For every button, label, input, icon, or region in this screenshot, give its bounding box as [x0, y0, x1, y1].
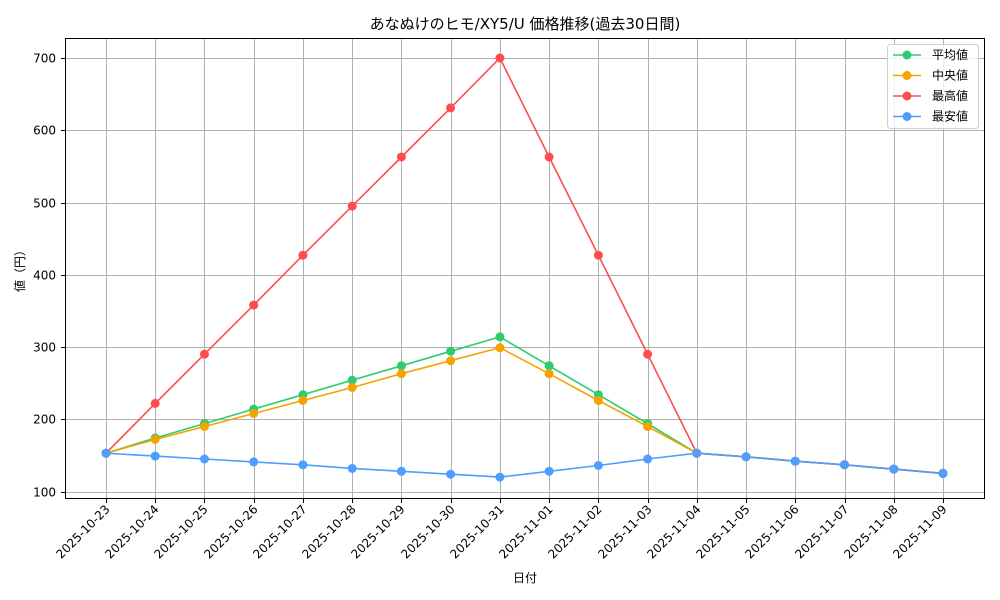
data-point: [396, 361, 406, 371]
data-point: [840, 460, 849, 470]
data-point: [495, 332, 505, 342]
legend-label: 平均値: [932, 47, 968, 62]
legend-label: 中央値: [932, 68, 968, 83]
data-point: [101, 448, 111, 458]
grid-lines: [66, 39, 984, 498]
data-point: [200, 454, 209, 464]
data-point: [790, 456, 800, 466]
series-0: [101, 332, 948, 478]
y-tick-label: 600: [33, 124, 56, 138]
data-point: [446, 103, 456, 113]
data-point: [446, 356, 456, 366]
series-line: [105, 56, 944, 475]
data-point: [544, 369, 554, 379]
x-axis-label: 日付: [513, 571, 537, 585]
legend-item: 最高値: [893, 88, 968, 103]
data-point: [347, 375, 357, 385]
data-point: [593, 461, 603, 470]
data-point: [643, 349, 653, 359]
series-line: [105, 452, 944, 478]
data-point: [593, 396, 603, 405]
legend-label: 最安値: [932, 109, 968, 124]
data-point: [544, 466, 554, 476]
data-point: [200, 349, 209, 359]
data-point: [347, 383, 357, 392]
data-point: [396, 369, 406, 379]
data-point: [495, 472, 505, 482]
data-point: [150, 435, 160, 444]
legend-marker-icon: [902, 71, 912, 80]
y-tick-label: 700: [33, 52, 56, 66]
y-tick-label: 200: [33, 413, 56, 427]
data-point: [495, 53, 505, 63]
data-point: [200, 422, 209, 431]
data-point: [396, 466, 406, 476]
legend-marker-icon: [902, 112, 912, 121]
y-axis-ticks: 100 200 300 400 500 600 700: [33, 52, 66, 500]
legend-marker-icon: [902, 50, 912, 60]
chart-title: あなぬけのヒモ/XY5/U 価格推移(過去30日間): [370, 15, 681, 33]
y-tick-label: 300: [33, 341, 56, 355]
data-point: [249, 300, 259, 310]
data-point: [298, 250, 308, 260]
data-point: [446, 346, 456, 356]
data-point: [298, 460, 308, 470]
data-series: [101, 53, 948, 482]
series-line: [105, 346, 944, 475]
legend-item: 中央値: [893, 68, 968, 83]
plot-frame: [65, 38, 985, 499]
data-point: [741, 452, 751, 462]
legend-item: 最安値: [893, 109, 968, 124]
data-point: [938, 468, 948, 478]
data-point: [446, 469, 456, 479]
data-point: [593, 250, 603, 260]
data-point: [643, 422, 653, 431]
series-3: [101, 448, 948, 482]
legend-item: 平均値: [893, 47, 968, 62]
data-point: [347, 463, 357, 473]
data-point: [544, 152, 554, 162]
data-point: [643, 454, 653, 464]
data-point: [249, 457, 259, 467]
x-axis-ticks: 2025-10-232025-10-242025-10-252025-10-26…: [53, 498, 950, 561]
y-tick-label: 500: [33, 197, 56, 211]
data-point: [396, 152, 406, 162]
data-point: [544, 361, 554, 371]
y-tick-label: 100: [33, 486, 56, 500]
y-axis-label: 値（円）: [12, 244, 27, 292]
data-point: [495, 343, 505, 353]
series-1: [101, 343, 948, 478]
data-point: [889, 464, 899, 474]
legend-box: [887, 44, 979, 129]
y-tick-label: 400: [33, 269, 56, 283]
legend-label: 最高値: [932, 88, 968, 103]
data-point: [298, 396, 308, 405]
legend-marker-icon: [902, 91, 912, 101]
data-point: [150, 398, 160, 408]
data-point: [150, 451, 160, 461]
series-line: [105, 336, 944, 475]
series-2: [101, 53, 948, 478]
data-point: [249, 409, 259, 418]
data-point: [692, 448, 702, 458]
data-point: [347, 201, 357, 211]
